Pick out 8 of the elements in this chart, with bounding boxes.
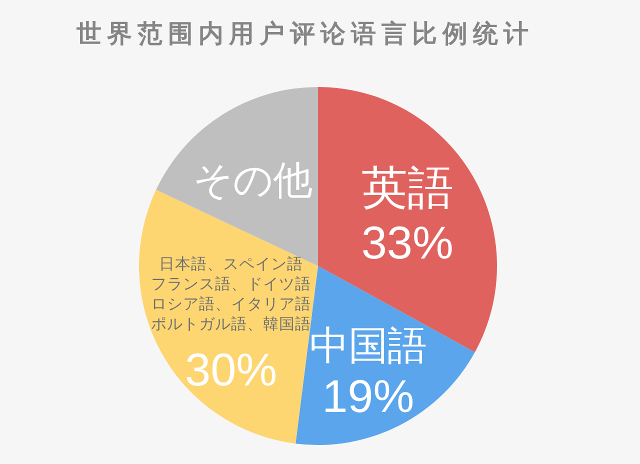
- chart-title: 世界范围内用户评论语言比例统计: [75, 20, 534, 48]
- data-label: 30%: [184, 344, 278, 396]
- slice-label: その他: [192, 158, 312, 203]
- slice-label: 中国語: [310, 324, 427, 368]
- data-label: 19%: [322, 370, 414, 422]
- slice-label: 英語: [361, 162, 454, 214]
- data-label: 33%: [361, 216, 454, 269]
- slice-label: 日本語、スペイン語フランス語、ドイツ語ロシア語、イタリア語ポルトガル語、韓国語: [151, 254, 312, 333]
